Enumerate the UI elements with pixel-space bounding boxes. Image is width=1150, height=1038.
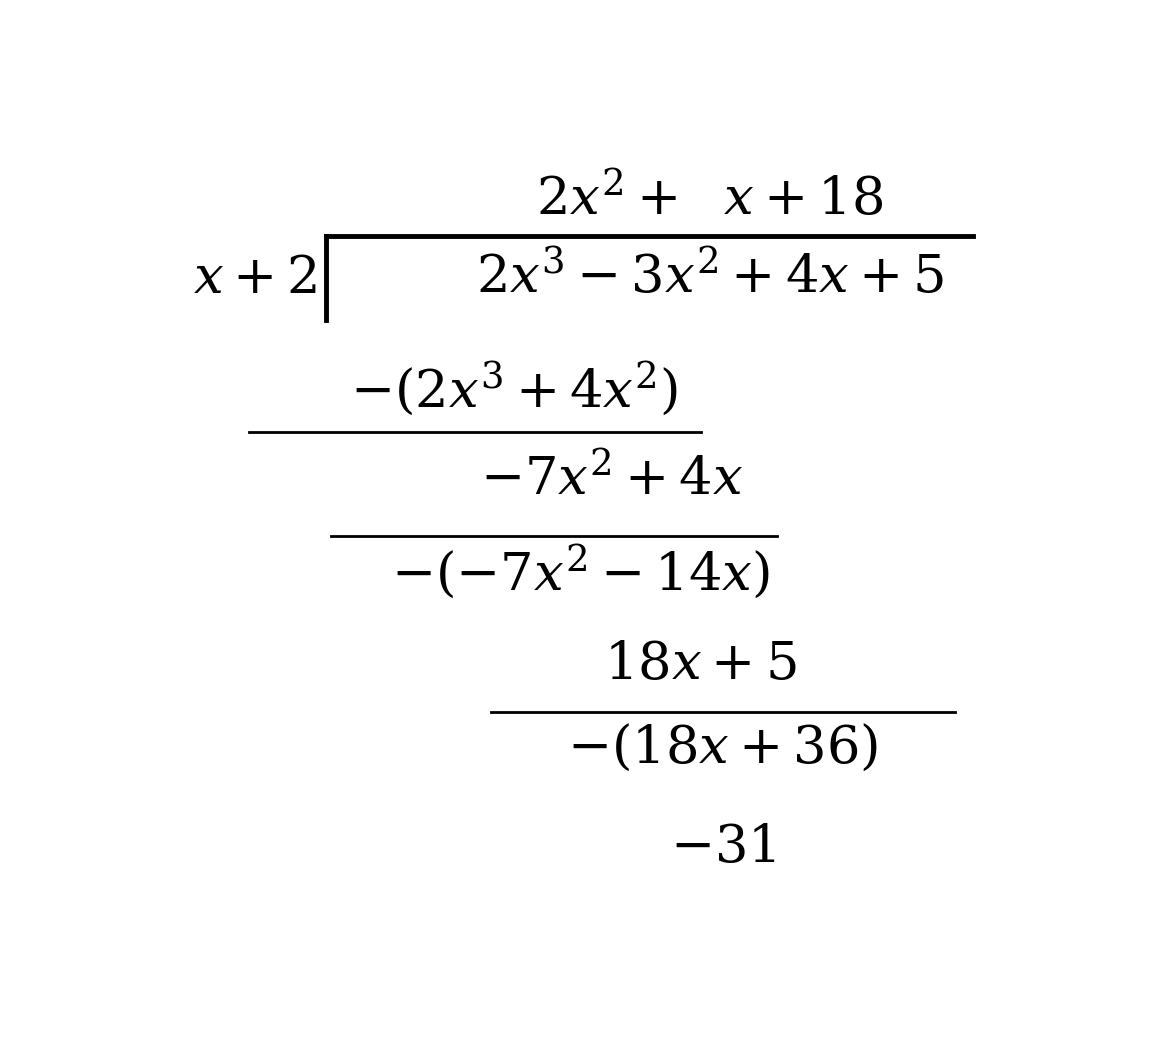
Text: $x + 2$: $x + 2$ — [193, 252, 317, 303]
Text: $-(2x^3 + 4x^2)$: $-(2x^3 + 4x^2)$ — [350, 359, 677, 417]
Text: $18x + 5$: $18x + 5$ — [605, 638, 797, 689]
Text: $-31$: $-31$ — [670, 822, 776, 873]
Text: $-(18x + 36)$: $-(18x + 36)$ — [567, 722, 879, 773]
Text: $2x^3 - 3x^2 + 4x + 5$: $2x^3 - 3x^2 + 4x + 5$ — [476, 252, 944, 304]
Text: $- 7x^2 + 4x$: $- 7x^2 + 4x$ — [480, 455, 743, 506]
Text: $-(-7x^2 - 14x)$: $-(-7x^2 - 14x)$ — [391, 543, 769, 601]
Text: $2x^2 +\ \ x + 18$: $2x^2 +\ \ x + 18$ — [536, 174, 883, 226]
